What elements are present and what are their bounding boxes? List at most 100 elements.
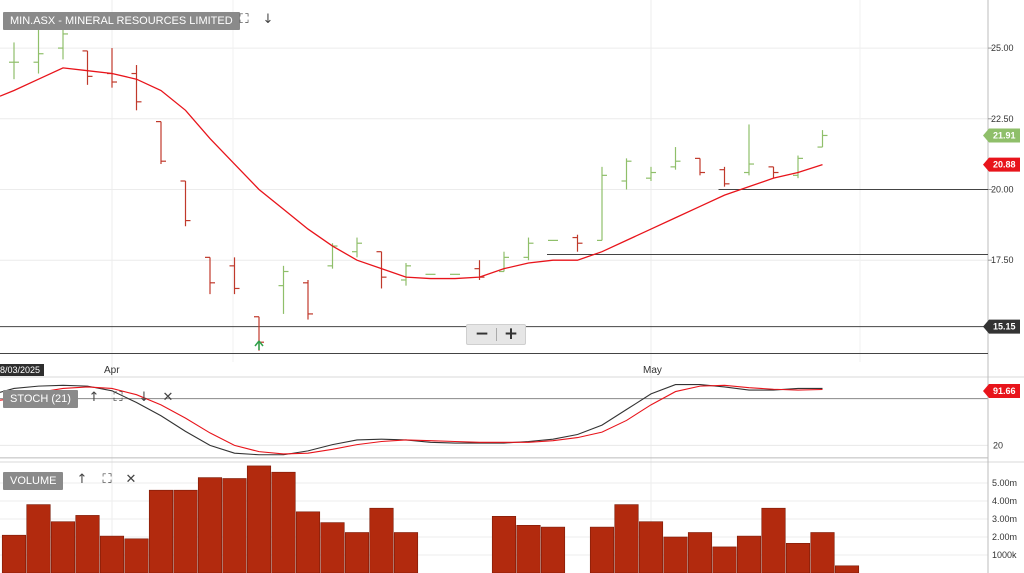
ohlc-bar <box>205 256 215 295</box>
volume-bar <box>589 526 615 573</box>
price-levels <box>0 188 988 355</box>
ohlc-bar <box>744 124 754 176</box>
volume-panel-title[interactable]: VOLUME <box>3 472 64 490</box>
ohlc-bar <box>376 251 387 289</box>
price-tag-text: 15.15 <box>993 322 1016 332</box>
ohlc-bar <box>229 257 240 295</box>
volume-bar <box>614 504 639 573</box>
arrow-up-icon[interactable]: ↑ <box>76 472 88 487</box>
zoom-control: − + <box>466 324 526 345</box>
price-tags: 21.91 20.88 15.15 91.66 <box>983 128 1020 398</box>
volume-bar <box>26 504 51 573</box>
volume-bar <box>246 465 272 573</box>
price-tag-last: 21.91 <box>983 128 1020 143</box>
up-arrow-marker <box>254 340 264 350</box>
ohlc-bar <box>817 130 828 148</box>
volume-tick-label: 3.00m <box>992 514 1017 524</box>
close-icon[interactable]: ✕ <box>162 390 174 405</box>
ohlc-bar <box>352 237 362 258</box>
ohlc-bar <box>646 166 656 181</box>
volume-bar <box>638 521 664 573</box>
price-tick-label: 20.00 <box>991 184 1014 194</box>
price-tick-label: 22.50 <box>991 114 1014 124</box>
close-icon[interactable]: ✕ <box>125 472 137 487</box>
arrow-up-icon[interactable]: ↑ <box>88 390 100 405</box>
volume-bar <box>736 535 762 573</box>
expand-icon[interactable]: ⛶ <box>239 12 249 27</box>
price-tag-text: 20.88 <box>993 160 1016 170</box>
ohlc-bar <box>695 157 705 176</box>
ohlc-bar <box>107 48 117 88</box>
volume-tick-label: 2.00m <box>992 532 1017 542</box>
ohlc-bar <box>156 121 166 165</box>
volume-bar <box>344 532 370 573</box>
price-tick-label: 17.50 <box>991 255 1014 265</box>
ohlc-bar <box>9 42 19 80</box>
volume-bar <box>663 536 688 573</box>
stoch-panel-title[interactable]: STOCH (21) <box>3 390 78 408</box>
expand-icon[interactable]: ⛶ <box>113 390 123 405</box>
volume-bar <box>295 511 321 573</box>
volume-tick-label: 1000k <box>992 550 1017 560</box>
month-label: May <box>643 365 662 376</box>
stoch-tag: 91.66 <box>983 384 1020 398</box>
ohlc-bar <box>180 180 191 227</box>
volume-bar <box>124 538 149 573</box>
price-panel-title[interactable]: MIN.ASX - MINERAL RESOURCES LIMITED <box>3 12 240 30</box>
price-tag-shape <box>983 319 1020 334</box>
zoom-divider <box>496 328 497 341</box>
ohlc-bar <box>719 166 730 187</box>
ohlc-bar <box>303 279 313 320</box>
ohlc-bar <box>670 147 681 170</box>
price-tag-shape <box>983 157 1020 172</box>
arrow-down-icon[interactable]: ↓ <box>138 390 150 405</box>
volume-bar <box>320 522 345 573</box>
price-tag-shape <box>983 128 1020 143</box>
price-tag-level: 15.15 <box>983 319 1020 334</box>
stoch-series-line <box>0 384 823 455</box>
volume-bar <box>516 524 541 573</box>
price-tag-ma: 20.88 <box>983 157 1020 172</box>
volume-bar <box>540 526 566 573</box>
moving-average-line <box>0 67 823 280</box>
date-tag: 8/03/2025 <box>0 364 45 376</box>
volume-bar <box>99 535 125 573</box>
ohlc-bar <box>327 243 338 269</box>
volume-bar <box>810 532 835 573</box>
stoch-grid <box>0 398 988 459</box>
volume-bar <box>491 515 517 573</box>
zoom-in-button[interactable]: + <box>503 324 519 344</box>
price-tick-label: 25.00 <box>991 43 1014 53</box>
volume-bar <box>271 471 296 573</box>
volume-bar <box>834 565 860 573</box>
ohlc-bar <box>621 158 632 190</box>
ohlc-bar <box>131 65 142 111</box>
arrow-down-icon[interactable]: ↓ <box>262 12 274 27</box>
ohlc-bar <box>523 237 534 261</box>
volume-bar <box>712 546 737 573</box>
ohlc-bars <box>9 19 828 351</box>
volume-bar <box>1 534 27 573</box>
volume-bar <box>50 521 76 573</box>
price-tag-text: 21.91 <box>993 130 1016 140</box>
stoch-tick-label: 20 <box>993 440 1003 450</box>
stoch-lines <box>0 384 823 456</box>
volume-bar <box>369 507 394 573</box>
month-label: Apr <box>104 365 120 376</box>
volume-tick-label: 4.00m <box>992 496 1017 506</box>
moving-average-path <box>0 67 823 280</box>
ohlc-bar <box>401 263 411 286</box>
ohlc-bar <box>572 234 583 252</box>
ohlc-bar <box>793 155 803 179</box>
stoch-tag-shape <box>983 384 1020 398</box>
markers <box>254 340 264 350</box>
zoom-out-button[interactable]: − <box>474 324 490 344</box>
price-grid <box>0 0 989 573</box>
ohlc-bar <box>768 166 779 179</box>
ohlc-bar <box>82 50 93 85</box>
volume-bar <box>687 532 713 573</box>
stoch-tag-text: 91.66 <box>993 386 1016 396</box>
expand-icon[interactable]: ⛶ <box>102 472 112 487</box>
